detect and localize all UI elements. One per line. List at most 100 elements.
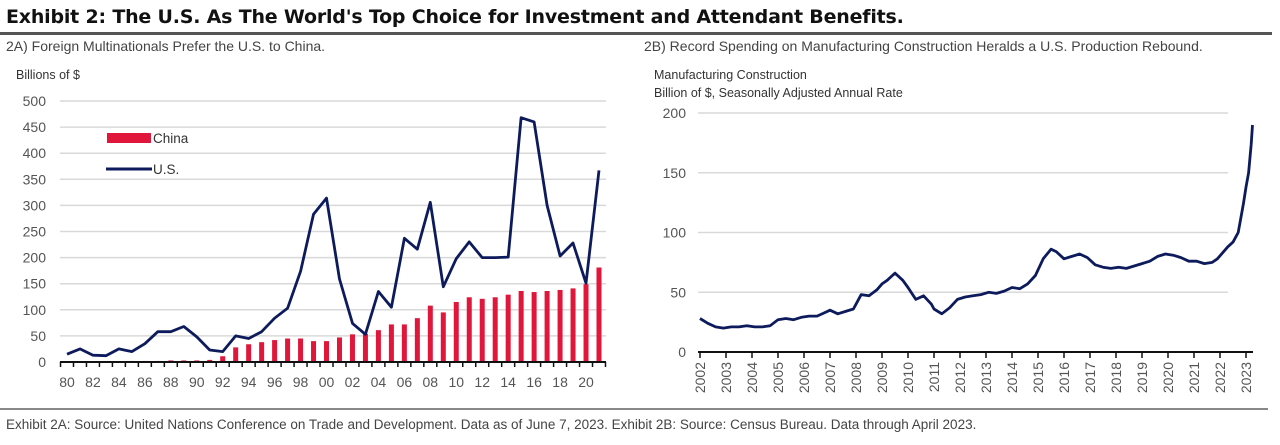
bar-china <box>207 359 213 362</box>
bar-china <box>427 305 433 362</box>
bar-china <box>531 292 537 362</box>
x-tick-label: 2009 <box>874 362 890 393</box>
bar-china <box>324 341 330 362</box>
bar-china <box>298 338 304 362</box>
x-tick-label: 2022 <box>1212 362 1228 393</box>
legend-label-china: China <box>153 131 189 146</box>
x-tick-label: 98 <box>293 374 309 390</box>
bar-china <box>544 291 550 362</box>
bar-china <box>259 342 265 362</box>
bar-china <box>570 288 576 362</box>
y-tick-label: 250 <box>23 224 47 240</box>
x-tick-label: 2014 <box>1004 362 1020 393</box>
x-tick-label: 2011 <box>926 362 942 392</box>
legend-label-us: U.S. <box>153 162 179 177</box>
x-tick-label: 2020 <box>1160 362 1176 393</box>
y-tick-label: 200 <box>663 105 687 121</box>
bar-china <box>388 324 394 362</box>
x-tick-label: 84 <box>111 374 127 390</box>
x-tick-label: 04 <box>371 374 387 390</box>
x-tick-label: 10 <box>448 374 464 390</box>
x-tick-label: 2023 <box>1238 362 1254 393</box>
bar-china <box>518 291 524 362</box>
bar-china <box>414 318 420 362</box>
y-tick-label: 450 <box>23 119 47 135</box>
bar-china <box>596 267 602 362</box>
x-tick-label: 2003 <box>718 362 734 393</box>
y-tick-label: 300 <box>23 197 47 213</box>
legend-swatch-china <box>107 133 151 143</box>
title-rule <box>0 32 1272 35</box>
y-tick-label: 50 <box>670 284 686 300</box>
x-tick-label: 2021 <box>1186 362 1202 393</box>
bar-china <box>453 301 459 362</box>
bar-china <box>272 340 278 362</box>
x-tick-label: 14 <box>500 374 516 390</box>
x-tick-label: 82 <box>85 374 101 390</box>
bar-china <box>401 324 407 362</box>
chart-2b-ylabel-line2: Billion of $, Seasonally Adjusted Annual… <box>654 86 903 100</box>
bar-china <box>362 333 368 362</box>
x-tick-label: 2013 <box>978 362 994 393</box>
x-tick-label: 2019 <box>1134 362 1150 393</box>
bar-china <box>311 341 317 362</box>
x-tick-label: 86 <box>137 374 153 390</box>
bar-china <box>349 334 355 362</box>
bar-china <box>336 337 342 362</box>
x-tick-label: 90 <box>189 374 205 390</box>
bar-china <box>285 338 291 362</box>
chart-2b-title: 2B) Record Spending on Manufacturing Con… <box>644 38 1203 54</box>
x-tick-label: 96 <box>267 374 283 390</box>
chart-2a: 0 50 100 150 200 250 300 350 400 450 500 80 82 84 86 88… <box>23 93 607 390</box>
exhibit-title: Exhibit 2: The U.S. As The World's Top C… <box>6 6 904 28</box>
x-tick-label: 2018 <box>1108 362 1124 393</box>
source-note: Exhibit 2A: Source: United Nations Confe… <box>6 417 977 432</box>
x-tick-label: 2006 <box>796 362 812 393</box>
x-tick-label: 00 <box>319 374 335 390</box>
x-tick-label: 2002 <box>692 362 708 393</box>
line-manufacturing-construction <box>699 124 1254 330</box>
footer-rule <box>0 408 1268 410</box>
y-tick-label: 150 <box>663 165 687 181</box>
y-tick-label: 0 <box>38 354 46 370</box>
y-tick-label: 50 <box>30 328 46 344</box>
chart-2b: 0 50 100 150 200 2002 2003 2004 2005 2006 2007 2008… <box>663 105 1254 393</box>
bar-china <box>440 312 446 362</box>
y-tick-label: 350 <box>23 171 47 187</box>
bar-china <box>220 356 226 362</box>
y-tick-label: 100 <box>23 302 47 318</box>
chart-2a-ylabel: Billions of $ <box>16 68 80 82</box>
x-tick-label: 2015 <box>1030 362 1046 393</box>
y-tick-label: 100 <box>663 225 687 241</box>
bar-china <box>479 298 485 362</box>
x-tick-label: 2008 <box>848 362 864 393</box>
chart-2a-title: 2A) Foreign Multinationals Prefer the U.… <box>6 38 326 54</box>
bar-china <box>466 297 472 362</box>
x-tick-label: 80 <box>59 374 75 390</box>
bar-china <box>583 284 589 362</box>
x-tick-label: 12 <box>474 374 490 390</box>
bar-china <box>505 294 511 362</box>
bar-china <box>492 297 498 362</box>
bar-china <box>557 289 563 362</box>
x-tick-label: 2012 <box>952 362 968 393</box>
x-tick-label: 18 <box>552 374 568 390</box>
x-tick-label: 2005 <box>770 362 786 393</box>
x-tick-label: 92 <box>215 374 231 390</box>
bar-china <box>233 347 239 362</box>
line-us <box>66 116 601 358</box>
x-tick-label: 2010 <box>900 362 916 393</box>
y-tick-label: 500 <box>23 93 47 109</box>
x-tick-label: 20 <box>578 374 594 390</box>
y-tick-label: 400 <box>23 145 47 161</box>
y-tick-label: 200 <box>23 250 47 266</box>
x-tick-label: 16 <box>526 374 542 390</box>
x-tick-label: 2004 <box>744 362 760 393</box>
y-tick-label: 0 <box>678 344 686 360</box>
x-tick-label: 94 <box>241 374 257 390</box>
x-tick-label: 2007 <box>822 362 838 393</box>
x-tick-label: 06 <box>397 374 413 390</box>
x-tick-label: 2017 <box>1082 362 1098 393</box>
y-tick-label: 150 <box>23 276 47 292</box>
bar-china <box>375 330 381 362</box>
